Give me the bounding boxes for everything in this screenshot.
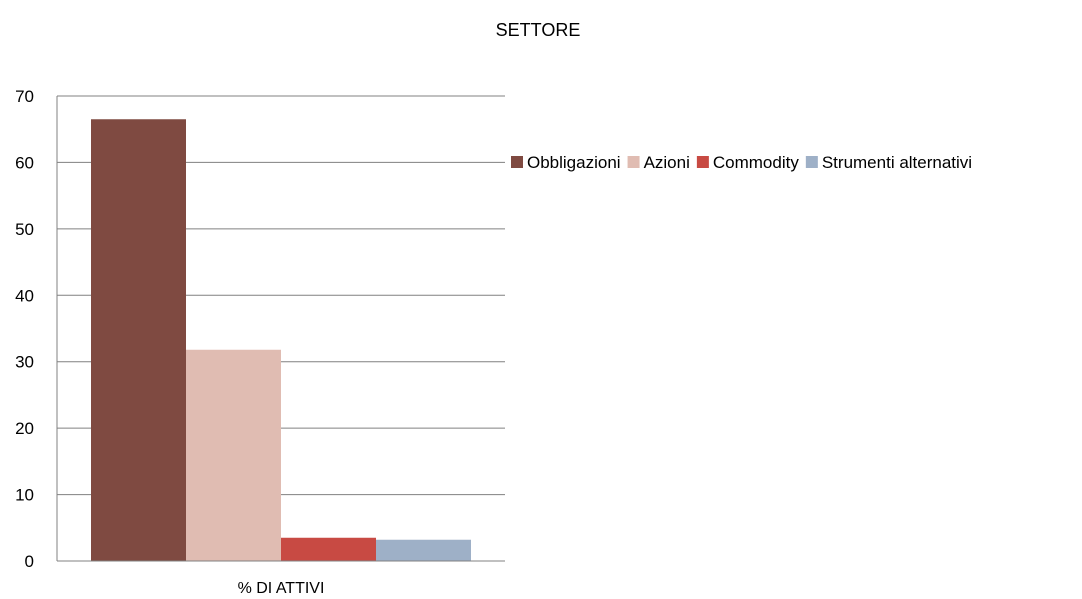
y-tick-label: 20 bbox=[15, 419, 34, 438]
legend-label: Commodity bbox=[713, 153, 799, 172]
legend-item-obbligazioni: Obbligazioni bbox=[511, 153, 621, 172]
y-tick-label: 50 bbox=[15, 220, 34, 239]
bar-commodity bbox=[281, 537, 376, 561]
legend-label: Strumenti alternativi bbox=[822, 153, 972, 172]
legend: Obbligazioni Azioni Commodity Strumenti alt… bbox=[511, 153, 972, 172]
y-tick-label: 0 bbox=[25, 552, 34, 571]
y-tick-label: 10 bbox=[15, 486, 34, 505]
legend-swatch bbox=[696, 156, 709, 168]
bar-strumenti-alternativi bbox=[376, 539, 471, 561]
bar-azioni bbox=[186, 349, 281, 561]
legend-swatch bbox=[511, 156, 523, 168]
legend-label: Azioni bbox=[644, 153, 690, 172]
legend-item-azioni: Azioni bbox=[627, 153, 690, 172]
x-axis: % DI ATTIVI bbox=[57, 560, 505, 597]
legend-label: Obbligazioni bbox=[527, 153, 621, 172]
x-category-label: % DI ATTIVI bbox=[238, 580, 325, 597]
legend-item-commodity: Commodity bbox=[696, 153, 799, 172]
y-tick-label: 70 bbox=[15, 87, 34, 106]
legend-item-strumenti-alternativi: Strumenti alternativi bbox=[805, 153, 972, 172]
y-tick-label: 30 bbox=[15, 353, 34, 372]
bars bbox=[91, 119, 471, 561]
legend-swatch bbox=[805, 156, 818, 168]
bar-obbligazioni bbox=[91, 119, 186, 561]
y-tick-label: 40 bbox=[15, 286, 34, 305]
y-tick-label: 60 bbox=[15, 153, 34, 172]
y-axis: 0 10 20 30 40 50 60 70 bbox=[15, 87, 58, 571]
chart-title: SETTORE bbox=[496, 20, 581, 40]
legend-swatch bbox=[627, 156, 640, 168]
